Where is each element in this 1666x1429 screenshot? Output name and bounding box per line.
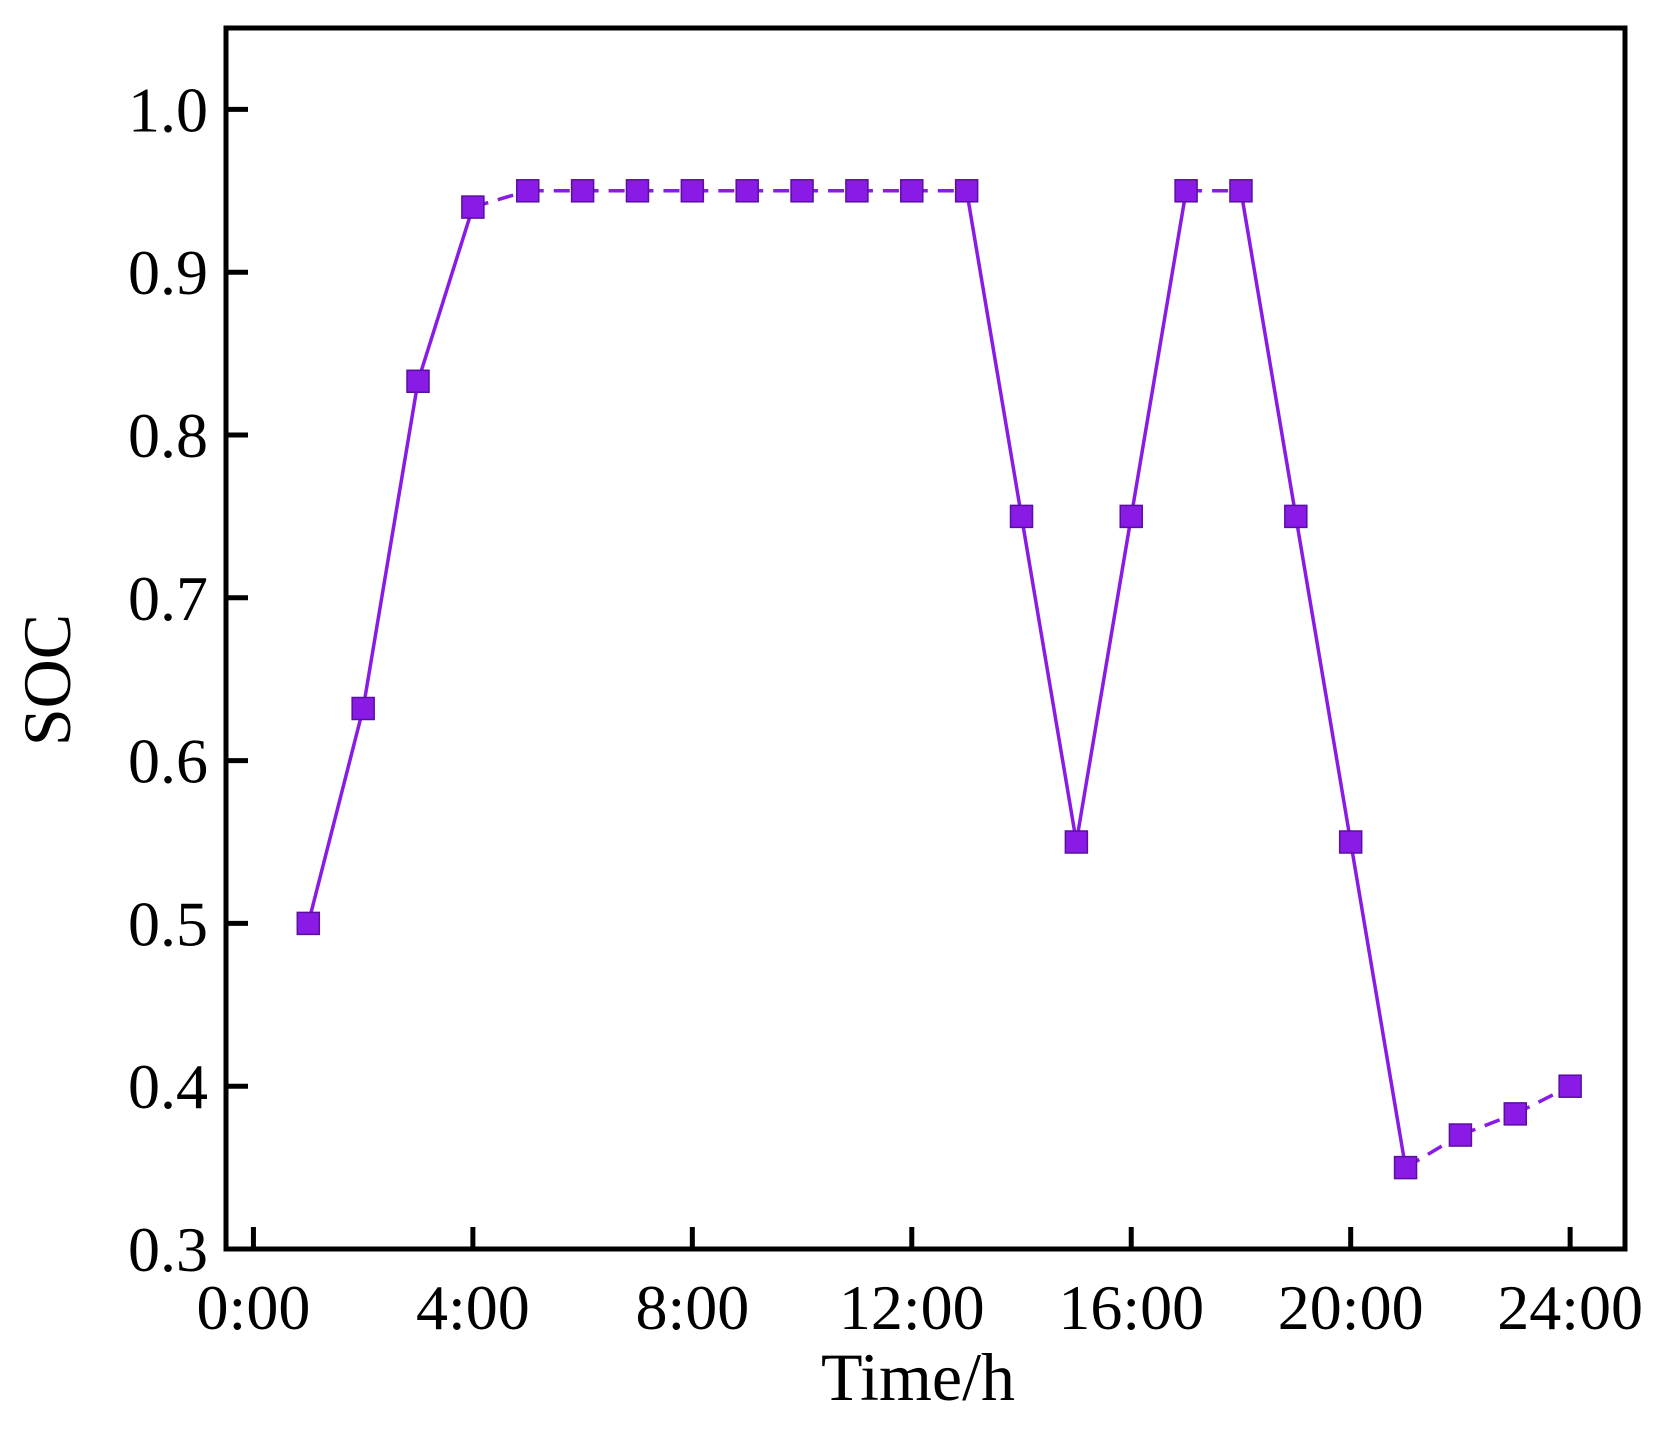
data-point: [1119, 504, 1143, 529]
y-axis-label: SOC: [9, 614, 85, 746]
data-point: [1393, 1155, 1418, 1180]
y-tick-label: 0.9: [128, 237, 208, 308]
data-point: [1338, 830, 1363, 854]
data-point: [1284, 504, 1308, 529]
data-point: [680, 179, 705, 203]
data-point: [1009, 504, 1034, 529]
y-tick-label: 0.5: [128, 888, 208, 959]
data-point: [1229, 179, 1253, 203]
axes-layer: 0.3 0.4 0.5 0.6 0.7 0.8 0.9 1.0 0:00 4:00 8:00 12:0…: [128, 25, 1643, 1343]
data-point: [625, 179, 650, 203]
data-point: [735, 179, 759, 203]
data-point: [406, 369, 430, 394]
series-line-segment: [416, 206, 475, 382]
x-tick-label: 4:00: [416, 1272, 530, 1343]
y-tick-label: 0.8: [128, 400, 208, 471]
series-line-segment: [1074, 516, 1133, 843]
data-point: [790, 179, 814, 203]
y-tick-label: 0.4: [128, 1051, 208, 1122]
data-point: [1448, 1123, 1473, 1147]
y-tick-label: 0.3: [128, 1214, 208, 1285]
data-point: [296, 911, 321, 936]
x-tick-label: 8:00: [635, 1272, 749, 1343]
series-line-segment: [361, 380, 420, 709]
y-tick-label: 0.6: [128, 726, 208, 797]
series-line-segment: [1129, 190, 1188, 517]
series-line-segment: [964, 190, 1024, 517]
series-line-segment: [1239, 190, 1298, 517]
series-line-segment: [1294, 516, 1353, 843]
data-point: [954, 179, 979, 203]
data-point: [1558, 1074, 1582, 1098]
data-point: [845, 179, 869, 203]
data-point: [1174, 179, 1198, 203]
x-tick-label: 0:00: [197, 1272, 311, 1343]
x-tick-label: 12:00: [839, 1272, 985, 1343]
data-point: [1064, 830, 1089, 854]
x-tick-label: 24:00: [1497, 1272, 1643, 1343]
data-point: [515, 179, 540, 203]
x-axis-label: Time/h: [821, 1339, 1015, 1415]
series-line-segment: [306, 708, 365, 924]
data-point: [900, 179, 924, 203]
series-line-segment: [1348, 841, 1408, 1168]
data-point: [351, 696, 375, 721]
plot-frame: [223, 25, 1628, 1252]
data-point: [570, 179, 595, 203]
x-tick-label: 16:00: [1058, 1272, 1204, 1343]
x-tick-label: 20:00: [1278, 1272, 1424, 1343]
data-point: [1503, 1102, 1528, 1126]
y-tick-label: 1.0: [128, 74, 208, 145]
y-tick-label: 0.7: [128, 563, 208, 634]
data-point: [461, 195, 485, 219]
series-layer: [296, 179, 1582, 1180]
series-line-segment: [1019, 516, 1079, 843]
